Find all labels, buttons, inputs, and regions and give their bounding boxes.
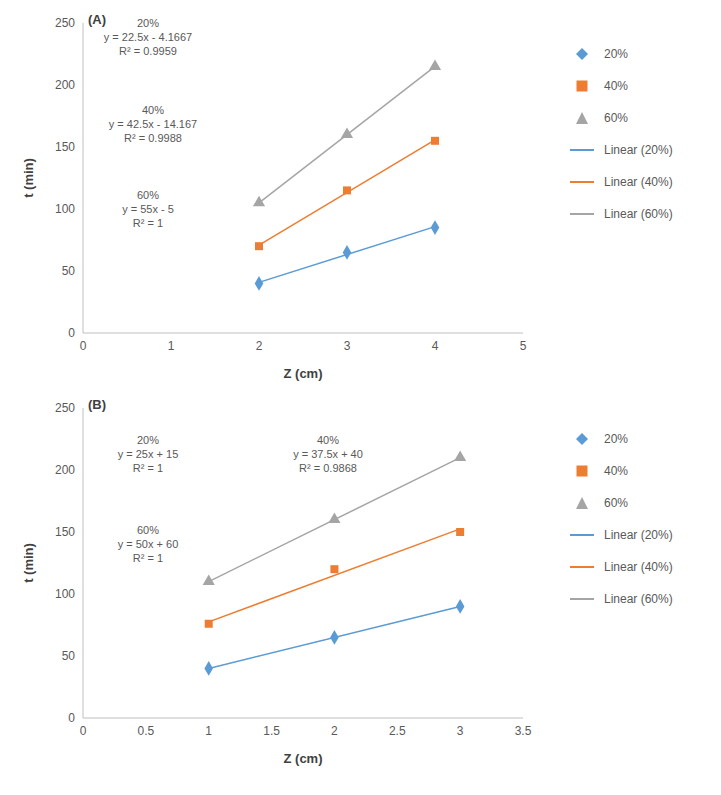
html-text:60%: 60% xyxy=(604,496,628,510)
svg-text:100: 100 xyxy=(55,202,75,216)
html-text:20%: 20% xyxy=(137,17,159,29)
html-text:40%: 40% xyxy=(317,434,339,446)
svg-text:0.5: 0.5 xyxy=(138,724,155,738)
html-text:Linear (60%): Linear (60%) xyxy=(604,592,673,606)
svg-text:50: 50 xyxy=(62,649,76,663)
svg-text:1.5: 1.5 xyxy=(263,724,280,738)
svg-text:150: 150 xyxy=(55,140,75,154)
svg-text:200: 200 xyxy=(55,78,75,92)
html-text:Linear (20%): Linear (20%) xyxy=(604,528,673,542)
svg-text:3.5: 3.5 xyxy=(515,724,532,738)
svg-text:2.5: 2.5 xyxy=(389,724,406,738)
html-text:y = 50x + 60: y = 50x + 60 xyxy=(117,538,179,550)
html-text:Linear (60%): Linear (60%) xyxy=(604,207,673,221)
svg-text:250: 250 xyxy=(55,16,75,30)
html-text:60%: 60% xyxy=(604,111,628,125)
svg-text:Z (cm): Z (cm) xyxy=(284,366,323,381)
svg-text:0: 0 xyxy=(80,724,87,738)
svg-text:200: 200 xyxy=(55,463,75,477)
html-text:(A): (A) xyxy=(88,12,106,27)
svg-text:2: 2 xyxy=(256,339,263,353)
svg-text:5: 5 xyxy=(520,339,527,353)
svg-text:2: 2 xyxy=(331,724,338,738)
html-text:Linear (40%): Linear (40%) xyxy=(604,175,673,189)
svg-text:1: 1 xyxy=(205,724,212,738)
html-text:R² = 0.9988: R² = 0.9988 xyxy=(124,132,182,144)
html-text:40%: 40% xyxy=(142,104,164,116)
html-text:(B): (B) xyxy=(88,397,106,412)
html-text:20%: 20% xyxy=(604,432,628,446)
html-text:R² = 0.9868: R² = 0.9868 xyxy=(299,462,357,474)
svg-text:3: 3 xyxy=(344,339,351,353)
html-text:R² = 1: R² = 1 xyxy=(132,462,164,474)
html-text:20%: 20% xyxy=(137,434,159,446)
html-text:20%: 20% xyxy=(604,47,628,61)
svg-text:4: 4 xyxy=(432,339,439,353)
svg-text:t (min): t (min) xyxy=(21,543,36,583)
svg-text:1: 1 xyxy=(168,339,175,353)
svg-text:3: 3 xyxy=(457,724,464,738)
svg-text:250: 250 xyxy=(55,401,75,415)
html-text:y = 25x + 15: y = 25x + 15 xyxy=(117,448,179,460)
svg-text:Z (cm): Z (cm) xyxy=(284,751,323,766)
svg-text:150: 150 xyxy=(55,525,75,539)
svg-text:0: 0 xyxy=(68,326,75,340)
html-text:R² = 1: R² = 1 xyxy=(132,217,164,229)
html-text:Linear (20%): Linear (20%) xyxy=(604,143,673,157)
html-text:40%: 40% xyxy=(604,464,628,478)
html-text:R² = 0.9959: R² = 0.9959 xyxy=(119,45,177,57)
svg-text:t (min): t (min) xyxy=(21,158,36,198)
html-text:y = 37.5x + 40: y = 37.5x + 40 xyxy=(293,448,363,460)
svg-text:0: 0 xyxy=(68,711,75,725)
html-text:60%: 60% xyxy=(137,189,159,201)
html-text:60%: 60% xyxy=(137,524,159,536)
html-text:y = 42.5x - 14.167: y = 42.5x - 14.167 xyxy=(108,118,198,130)
html-text:40%: 40% xyxy=(604,79,628,93)
svg-text:50: 50 xyxy=(62,264,76,278)
svg-text:0: 0 xyxy=(80,339,87,353)
html-text:y = 22.5x - 4.1667: y = 22.5x - 4.1667 xyxy=(103,31,193,43)
html-text:y = 55x - 5: y = 55x - 5 xyxy=(122,203,174,215)
html-text:R² = 1: R² = 1 xyxy=(132,552,164,564)
svg-text:100: 100 xyxy=(55,587,75,601)
html-text:Linear (40%): Linear (40%) xyxy=(604,560,673,574)
